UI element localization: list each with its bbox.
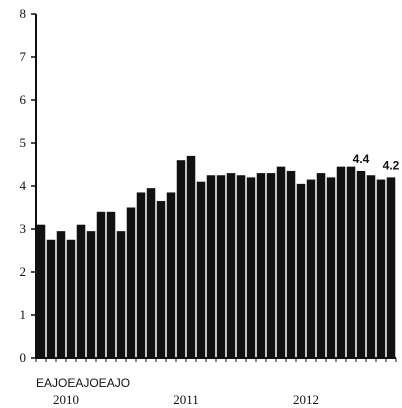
y-tick-label: 1 <box>20 307 27 322</box>
bar <box>46 239 56 358</box>
bar <box>176 160 186 358</box>
data-labels: 4.4 4.2 <box>353 152 400 172</box>
bar <box>326 177 336 358</box>
bar <box>146 188 156 358</box>
bar <box>206 175 216 358</box>
bar <box>166 192 176 358</box>
data-label: 4.2 <box>383 158 400 172</box>
bar <box>276 166 286 358</box>
bar <box>306 179 316 358</box>
y-tick-label: 2 <box>20 264 27 279</box>
bar <box>266 173 276 358</box>
bar <box>256 173 266 358</box>
y-tick-label: 0 <box>20 350 27 365</box>
bar <box>226 173 236 358</box>
x-axis: 2010 2011 2012 <box>35 357 397 407</box>
bar <box>96 211 106 358</box>
year-label: 2011 <box>173 392 199 407</box>
bar <box>296 183 306 358</box>
bar <box>216 175 226 358</box>
data-label: 4.4 <box>353 152 370 166</box>
bar <box>126 207 136 358</box>
y-tick-label: 3 <box>20 221 27 236</box>
bar <box>366 175 376 358</box>
y-tick-label: 4 <box>20 178 27 193</box>
bar <box>56 231 66 358</box>
bar <box>286 170 296 358</box>
bar <box>66 239 76 358</box>
y-tick-label: 7 <box>20 49 27 64</box>
month-tick-labels: EAJOEAJOEAJO <box>36 376 130 390</box>
bar <box>36 224 46 358</box>
y-tick-label: 6 <box>20 92 27 107</box>
bar <box>346 166 356 358</box>
bar <box>316 173 326 358</box>
year-label: 2010 <box>53 392 79 407</box>
bar <box>246 177 256 358</box>
bars <box>36 155 396 358</box>
y-axis: 0 1 2 3 4 5 6 7 8 <box>20 6 37 365</box>
bar <box>356 170 366 358</box>
bar <box>116 231 126 358</box>
bar <box>376 179 386 358</box>
y-tick-label: 5 <box>20 135 27 150</box>
bar <box>106 211 116 358</box>
bar <box>186 155 196 358</box>
bar <box>136 192 146 358</box>
bar <box>196 181 206 358</box>
bar <box>86 231 96 358</box>
bar <box>156 201 166 358</box>
year-label: 2012 <box>293 392 319 407</box>
bar <box>386 177 396 358</box>
y-tick-label: 8 <box>20 6 27 21</box>
bar <box>336 166 346 358</box>
bar <box>236 175 246 358</box>
bar <box>76 224 86 358</box>
